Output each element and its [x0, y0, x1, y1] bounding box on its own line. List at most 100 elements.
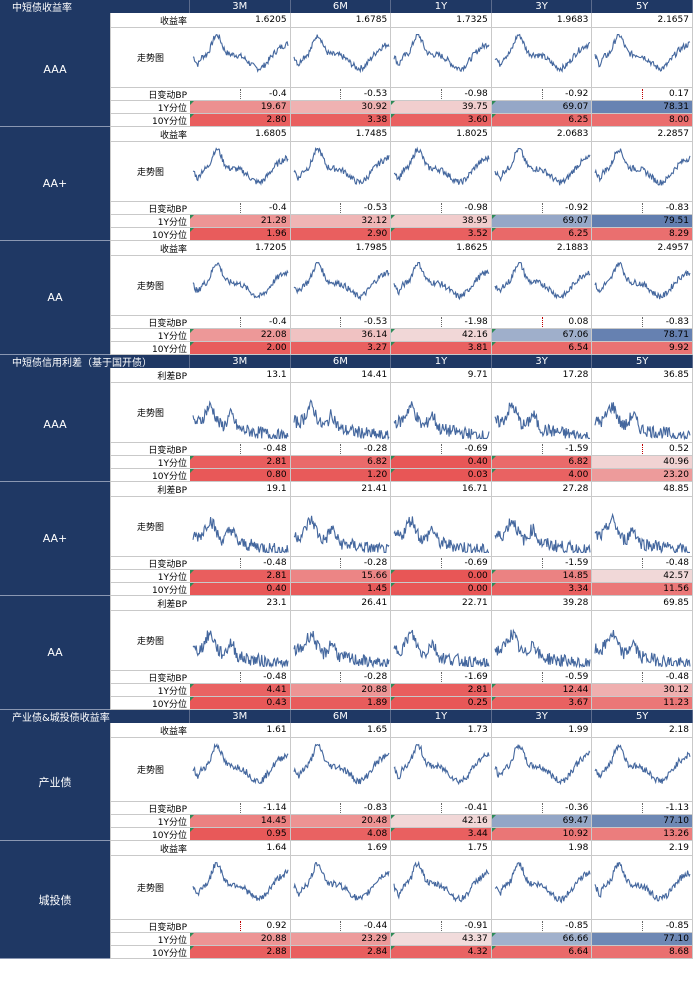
cell-value: 36.85 — [663, 370, 689, 380]
cell-value: 10.92 — [562, 829, 589, 839]
sparkline-svg — [494, 861, 591, 904]
sparkline-svg — [594, 148, 691, 186]
sparkline — [391, 383, 492, 443]
cell-value: 11.56 — [663, 584, 689, 594]
sparkline-svg — [494, 518, 591, 554]
cell-value: 1.89 — [367, 698, 388, 708]
cell-value: 3.67 — [568, 698, 589, 708]
cell-marker-icon — [391, 828, 396, 832]
percentile-1y-cell: 30.12 — [592, 684, 693, 697]
percentile-10y-row-label: 10Y分位 — [110, 228, 190, 241]
percentile-1y-cell: 0.40 — [391, 456, 492, 469]
cell-marker-icon — [391, 101, 396, 105]
cell-value: 15.66 — [361, 571, 388, 581]
percentile-10y-cell: 2.90 — [290, 228, 392, 241]
percentile-10y-cell: 0.00 — [391, 583, 492, 596]
cell-value: -0.85 — [665, 921, 689, 931]
cell-value: -0.36 — [565, 803, 589, 813]
tenor-header-3m: 3M — [190, 0, 291, 13]
sparkline-line — [494, 262, 591, 300]
daily-change-cell: -0.28 — [290, 443, 392, 456]
change-axis-tick — [440, 558, 442, 568]
sparkline — [290, 497, 392, 557]
sparkline-line — [393, 743, 490, 786]
sparkline — [190, 383, 291, 443]
change-axis-tick — [340, 444, 342, 454]
cell-value: -0.83 — [665, 203, 689, 213]
daily-change-cell: -0.83 — [592, 202, 693, 215]
group-label: AAA — [0, 13, 110, 127]
percentile-1y-cell: 6.82 — [290, 456, 392, 469]
cell-value: 0.03 — [467, 470, 488, 480]
cell-value: -0.83 — [665, 317, 689, 327]
main-value-cell: 23.1 — [190, 596, 291, 611]
percentile-1y-cell: 14.85 — [491, 570, 593, 583]
cell-value: -0.4 — [269, 89, 287, 99]
cell-marker-icon — [190, 456, 194, 460]
change-axis-tick — [541, 203, 543, 213]
daily-change-row-label: 日变动BP — [110, 443, 190, 456]
daily-change-cell: -0.4 — [190, 316, 291, 329]
cell-value: 2.80 — [266, 115, 287, 125]
percentile-1y-cell: 69.07 — [491, 101, 593, 114]
change-axis-tick — [440, 203, 442, 213]
cell-marker-icon — [391, 933, 396, 937]
cell-value: -0.48 — [263, 444, 287, 454]
cell-value: 3.60 — [467, 115, 488, 125]
percentile-1y-cell: 36.14 — [290, 329, 392, 342]
cell-value: 13.26 — [663, 829, 689, 839]
cell-value: 3.52 — [467, 229, 488, 239]
cell-marker-icon — [391, 342, 396, 346]
cell-value: 1.7325 — [456, 15, 488, 25]
cell-value: -0.48 — [263, 672, 287, 682]
tenor-header-5y: 5Y — [592, 355, 693, 368]
change-axis-tick — [239, 803, 241, 813]
cell-value: 1.6205 — [255, 15, 287, 25]
daily-change-cell: -0.98 — [391, 202, 492, 215]
sparkline-line — [393, 860, 490, 903]
cell-value: 32.12 — [361, 216, 388, 226]
cell-value: 0.43 — [266, 698, 287, 708]
sparkline-svg — [192, 517, 289, 554]
sparkline-svg — [494, 33, 590, 73]
trend-row-label: 走势图 — [110, 497, 190, 557]
cell-value: 1.6805 — [255, 129, 287, 139]
cell-value: 69.07 — [562, 102, 589, 112]
sparkline-svg — [192, 33, 289, 73]
cell-value: 6.54 — [568, 343, 589, 353]
percentile-1y-cell: 77.10 — [592, 933, 693, 946]
percentile-10y-cell: 9.92 — [592, 342, 693, 355]
percentile-1y-cell: 77.10 — [592, 815, 693, 828]
percentile-10y-cell: 3.38 — [290, 114, 392, 127]
percentile-1y-cell: 20.88 — [190, 933, 291, 946]
cell-value: 2.84 — [367, 947, 388, 957]
group-label: 城投债 — [0, 841, 110, 959]
cell-value: 19.1 — [266, 484, 287, 494]
change-axis-tick — [239, 317, 241, 327]
change-axis-tick — [440, 317, 442, 327]
change-axis-tick — [440, 803, 442, 813]
daily-change-cell: -0.69 — [391, 443, 492, 456]
main-value-cell: 17.28 — [491, 368, 593, 383]
cell-value: -0.59 — [565, 672, 589, 682]
cell-value: -0.85 — [565, 921, 589, 931]
sparkline-svg — [293, 630, 390, 669]
percentile-10y-row-label: 10Y分位 — [110, 342, 190, 355]
cell-value: 13.1 — [266, 370, 287, 380]
daily-change-cell: -0.59 — [491, 671, 593, 684]
group-label: AA — [0, 241, 110, 355]
percentile-1y-cell: 79.51 — [592, 215, 693, 228]
cell-marker-icon — [391, 114, 396, 118]
main-value-cell: 1.99 — [491, 723, 593, 738]
cell-value: 9.71 — [467, 370, 488, 380]
percentile-10y-cell: 3.81 — [391, 342, 492, 355]
change-axis-tick — [239, 89, 241, 99]
sparkline — [290, 28, 392, 88]
section-title: 产业债&城投债收益率 — [0, 710, 190, 723]
tenor-header-3y: 3Y — [491, 710, 593, 723]
cell-value: 1.20 — [367, 470, 388, 480]
change-axis-tick — [642, 89, 644, 99]
percentile-10y-cell: 6.64 — [491, 946, 593, 959]
cell-value: 11.23 — [663, 698, 689, 708]
cell-marker-icon — [190, 342, 194, 346]
